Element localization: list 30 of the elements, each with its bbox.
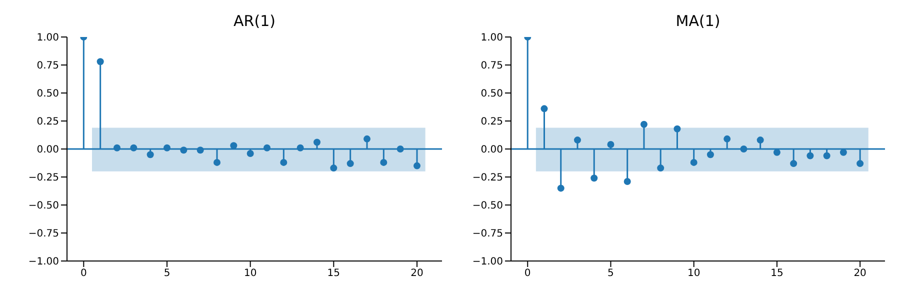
x-tick-label: 0	[524, 268, 531, 280]
x-tick-label: 5	[608, 268, 614, 280]
y-tick-label: 0.50	[480, 88, 503, 100]
y-tick-label: 0.75	[36, 60, 59, 72]
y-tick-label: 1.00	[480, 32, 503, 44]
chart-title: MA(1)	[674, 12, 722, 30]
y-tick-label: −0.75	[472, 228, 503, 240]
x-tick-label: 5	[164, 268, 170, 280]
y-tick-label: −0.25	[472, 172, 503, 184]
y-tick-label: −0.75	[28, 228, 59, 240]
y-tick-label: 0.00	[480, 144, 503, 156]
x-tick-label: 15	[327, 268, 340, 280]
chart-title: AR(1)	[232, 12, 276, 30]
y-tick-label: 0.00	[36, 144, 59, 156]
x-tick-label: 20	[410, 268, 424, 280]
y-tick-label: −0.25	[28, 172, 59, 184]
y-tick-label: 1.00	[36, 32, 59, 44]
y-tick-label: 0.25	[480, 116, 503, 128]
x-tick-label: 10	[687, 268, 700, 280]
y-tick-label: 0.75	[480, 60, 503, 72]
x-tick-label: 10	[244, 268, 257, 280]
y-tick-label: −1.00	[28, 256, 59, 268]
y-tick-label: −1.00	[472, 256, 503, 268]
x-tick-label: 0	[80, 268, 87, 280]
y-tick-label: 0.25	[36, 116, 59, 128]
x-tick-label: 15	[770, 268, 784, 280]
y-tick-label: −0.50	[472, 200, 503, 212]
y-tick-label: −0.50	[28, 200, 59, 212]
y-tick-label: 0.50	[36, 88, 59, 100]
x-tick-label: 20	[854, 268, 866, 280]
